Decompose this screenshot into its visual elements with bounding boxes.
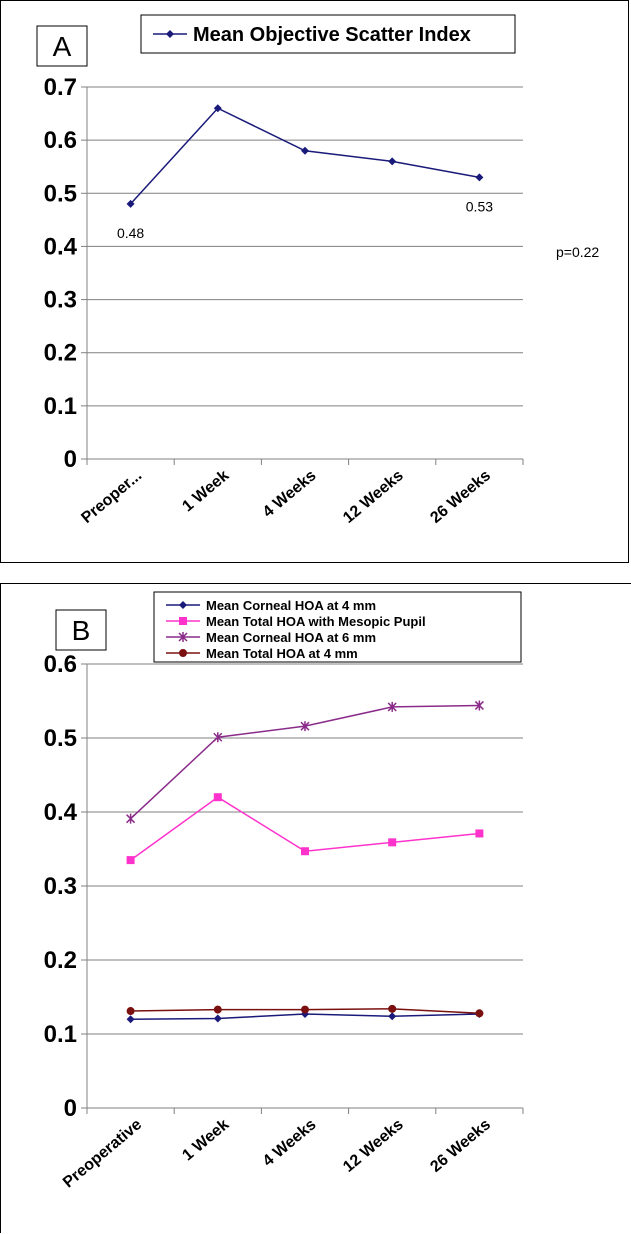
y-tick-label: 0.1 (44, 1021, 77, 1048)
data-point (126, 1015, 135, 1024)
panel-label: B (72, 615, 91, 646)
legend-entry: Mean Total HOA at 4 mm (206, 646, 358, 661)
legend-swatch-marker (179, 617, 187, 625)
x-tick-label: 4 Weeks (260, 1116, 320, 1170)
data-point (388, 1004, 397, 1013)
data-point (213, 793, 222, 802)
y-tick-label: 0.7 (44, 74, 77, 101)
x-tick-label: 12 Weeks (340, 467, 407, 527)
data-point (213, 1005, 222, 1014)
legend-swatch-marker (178, 632, 188, 642)
data-point (388, 838, 397, 847)
chart-panel-a: 0 0.1 0.2 0.3 0.4 0.5 0.6 0.7 Preoper... 1 Week 4 … (0, 0, 629, 563)
data-point (301, 146, 309, 155)
legend-swatch-marker (179, 649, 187, 657)
data-point (474, 700, 484, 711)
data-point (126, 1007, 135, 1016)
data-point (475, 1009, 484, 1018)
series-line (130, 107, 480, 205)
x-tick-label: Preoper... (78, 467, 145, 527)
data-point (388, 1012, 397, 1021)
data-point (213, 1014, 222, 1023)
data-point (388, 157, 397, 166)
legend-box (153, 591, 522, 663)
y-tick-label: 0.2 (44, 340, 77, 367)
chart-a-svg: 0 0.1 0.2 0.3 0.4 0.5 0.6 0.7 Preoper... 1 Week 4 … (36, 14, 599, 527)
y-tick-label: 0.6 (44, 651, 77, 678)
data-point (475, 173, 484, 182)
x-tick-label: Preoperative (60, 1116, 145, 1191)
x-tick-label: 12 Weeks (340, 1116, 407, 1176)
x-tick-label: 4 Weeks (260, 467, 320, 521)
legend-entry: Mean Corneal HOA at 4 mm (206, 598, 376, 613)
y-tick-label: 0.1 (44, 393, 77, 420)
y-tick-label: 0 (64, 446, 77, 473)
y-tick-label: 0.3 (44, 287, 77, 314)
y-tick-label: 0 (64, 1095, 77, 1122)
panel-label-box (36, 25, 88, 67)
legend-entry: Mean Total HOA with Mesopic Pupil (206, 614, 426, 629)
x-tick-label: 26 Weeks (427, 1116, 494, 1176)
data-point (213, 732, 223, 743)
x-tick-label: 1 Week (179, 1116, 232, 1164)
data-label: 0.53 (466, 198, 493, 214)
y-tick-label: 0.4 (44, 799, 78, 826)
y-tick-label: 0.4 (44, 233, 78, 260)
data-point (126, 856, 135, 865)
y-tick-label: 0.5 (44, 725, 77, 752)
x-tick-label: 1 Week (179, 467, 232, 515)
data-point (213, 104, 222, 113)
p-value-annotation: p=0.22 (556, 244, 599, 260)
panel-label-box (55, 609, 107, 651)
y-tick-label: 0.6 (44, 127, 77, 154)
data-point (387, 701, 397, 712)
chart-b-svg: 0 0.1 0.2 0.3 0.4 0.5 0.6 Preoperative 1 Week 4 W… (44, 591, 524, 1191)
data-point (301, 1005, 309, 1014)
legend-swatch-marker (166, 30, 174, 38)
data-point (126, 199, 135, 208)
data-label: 0.48 (117, 225, 144, 241)
data-point (475, 829, 484, 838)
panel-label: A (53, 31, 72, 62)
data-point (300, 721, 310, 732)
data-point (301, 847, 309, 856)
legend-box (140, 14, 516, 54)
x-tick-label: 26 Weeks (427, 467, 494, 527)
y-tick-label: 0.5 (44, 180, 77, 207)
legend-entry: Mean Objective Scatter Index (193, 24, 471, 46)
legend-entry: Mean Corneal HOA at 6 mm (206, 630, 376, 645)
y-tick-label: 0.3 (44, 873, 77, 900)
chart-panel-b: 0 0.1 0.2 0.3 0.4 0.5 0.6 Preoperative 1 Week 4 W… (0, 583, 631, 1233)
legend-swatch-marker (179, 601, 187, 609)
data-point (126, 813, 136, 824)
y-tick-label: 0.2 (44, 947, 77, 974)
